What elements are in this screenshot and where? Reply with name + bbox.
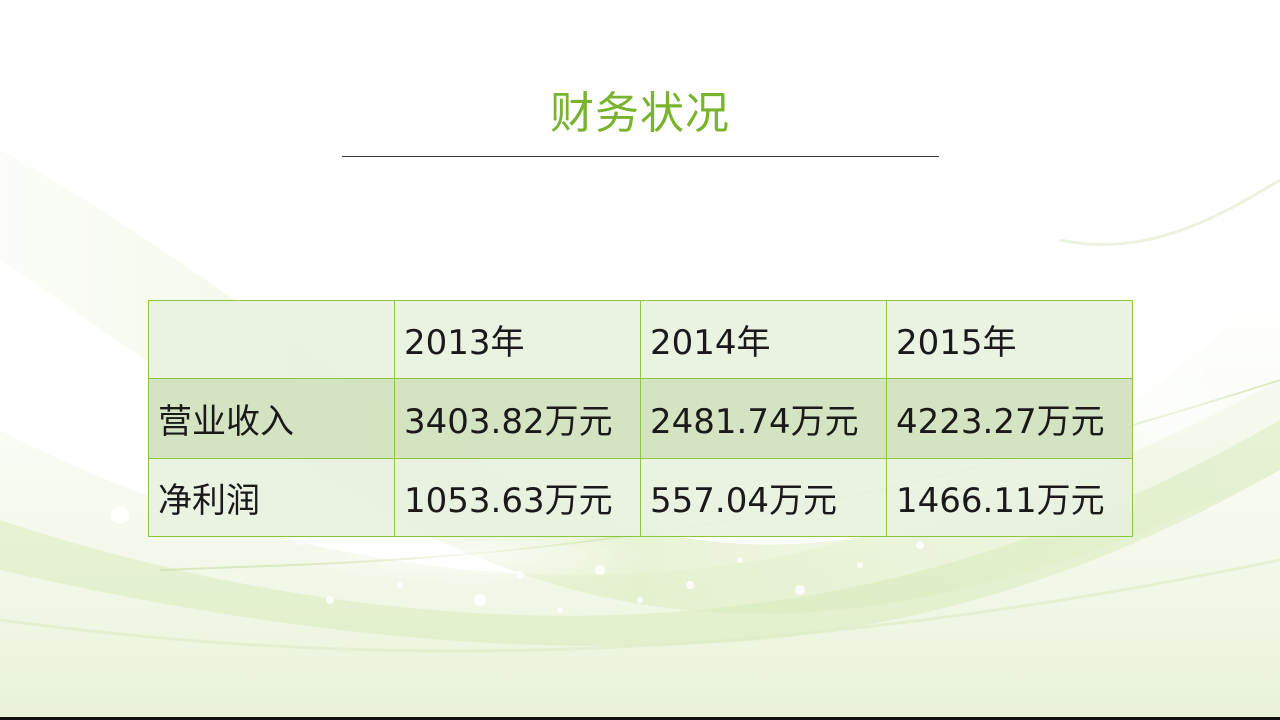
net-profit-2013: 1053.63万元 xyxy=(394,458,641,537)
net-profit-2014: 557.04万元 xyxy=(640,458,887,537)
table-row-net-profit: 净利润 1053.63万元 557.04万元 1466.11万元 xyxy=(148,458,1133,537)
year-header-2014: 2014年 xyxy=(640,300,887,379)
year-header-2013: 2013年 xyxy=(394,300,641,379)
row-label-net-profit: 净利润 xyxy=(148,458,395,537)
revenue-2015: 4223.27万元 xyxy=(886,378,1133,459)
revenue-2013: 3403.82万元 xyxy=(394,378,641,459)
title-underline xyxy=(342,156,939,157)
financial-table: 2013年 2014年 2015年 营业收入 3403.82万元 2481.74… xyxy=(148,300,1133,537)
table-corner-cell xyxy=(148,300,395,379)
net-profit-2015: 1466.11万元 xyxy=(886,458,1133,537)
slide-title: 财务状况 xyxy=(550,88,730,139)
table-row-revenue: 营业收入 3403.82万元 2481.74万元 4223.27万元 xyxy=(148,378,1133,459)
year-header-2015: 2015年 xyxy=(886,300,1133,379)
table-header-row: 2013年 2014年 2015年 xyxy=(148,300,1133,379)
row-label-revenue: 营业收入 xyxy=(148,378,395,459)
revenue-2014: 2481.74万元 xyxy=(640,378,887,459)
bottom-edge-line xyxy=(0,717,1280,720)
